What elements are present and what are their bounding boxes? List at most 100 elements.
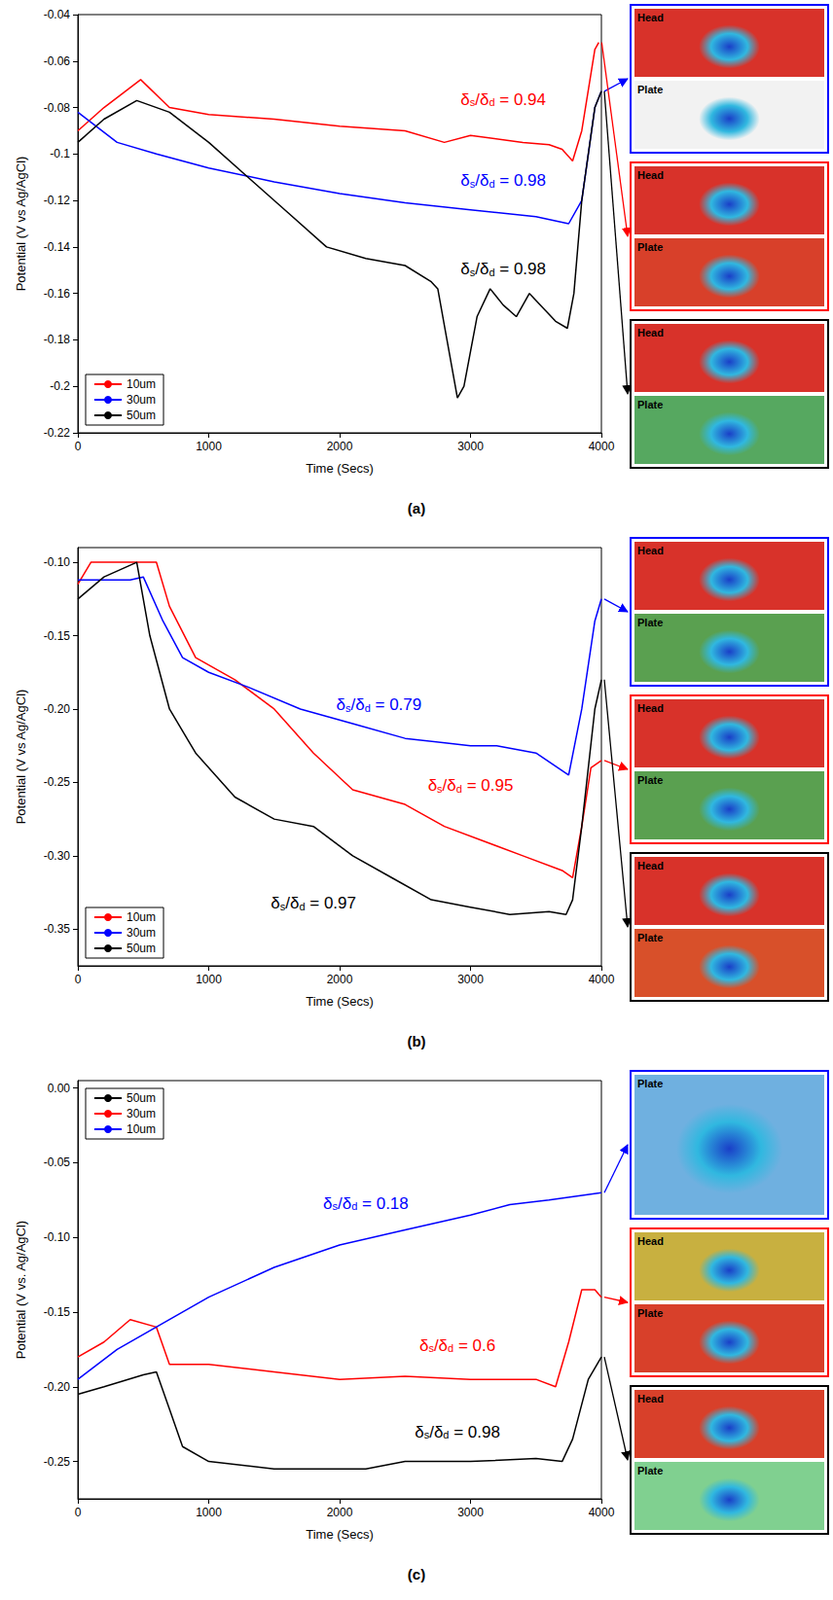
svg-text:/δ: /δ: [474, 259, 489, 279]
svg-text:/δ: /δ: [442, 776, 457, 796]
svg-text:10um: 10um: [126, 910, 156, 925]
svg-text:-0.10: -0.10: [43, 555, 72, 570]
svg-text:10um: 10um: [126, 377, 156, 392]
svg-text:/δ: /δ: [434, 1337, 448, 1356]
svg-text:4000: 4000: [588, 1506, 616, 1521]
svg-text:s: s: [469, 96, 476, 109]
svg-text:δ: δ: [428, 776, 437, 796]
svg-text:1000: 1000: [195, 973, 222, 987]
svg-text:2000: 2000: [326, 1506, 354, 1521]
svg-text:Potential (V vs Ag/AgCl): Potential (V vs Ag/AgCl): [13, 156, 29, 292]
svg-text:-0.1: -0.1: [49, 146, 71, 161]
svg-text:= 0.6: = 0.6: [453, 1337, 496, 1356]
svg-text:/δ: /δ: [337, 1195, 352, 1214]
svg-text:-0.20: -0.20: [43, 1380, 72, 1395]
svg-text:Plate: Plate: [637, 1465, 663, 1478]
svg-text:-0.20: -0.20: [43, 702, 72, 717]
svg-text:/δ: /δ: [474, 90, 489, 109]
svg-text:/δ: /δ: [429, 1423, 443, 1443]
svg-text:Head: Head: [637, 11, 664, 24]
svg-text:= 0.79: = 0.79: [370, 695, 422, 715]
svg-text:1000: 1000: [195, 1506, 222, 1521]
svg-text:Plate: Plate: [637, 1307, 663, 1320]
svg-text:-0.22: -0.22: [43, 426, 72, 440]
svg-text:= 0.94: = 0.94: [495, 90, 546, 109]
svg-text:2000: 2000: [326, 973, 354, 987]
svg-text:/δ: /δ: [474, 171, 489, 190]
svg-text:50um: 50um: [126, 941, 156, 956]
svg-text:Head: Head: [637, 1235, 664, 1248]
svg-text:/δ: /δ: [350, 695, 364, 715]
svg-text:= 0.97: = 0.97: [304, 894, 356, 913]
svg-text:= 0.18: = 0.18: [357, 1195, 408, 1214]
svg-text:Time (Secs): Time (Secs): [305, 1527, 374, 1543]
svg-text:Plate: Plate: [637, 241, 663, 254]
svg-text:1000: 1000: [195, 439, 222, 454]
svg-text:-0.30: -0.30: [43, 849, 72, 864]
svg-text:0: 0: [74, 1506, 82, 1521]
svg-text:3000: 3000: [457, 973, 484, 987]
svg-text:0: 0: [74, 439, 82, 454]
svg-text:2000: 2000: [326, 439, 354, 454]
svg-text:Head: Head: [637, 1393, 664, 1406]
svg-text:Plate: Plate: [637, 616, 663, 629]
svg-text:Head: Head: [637, 702, 664, 715]
svg-text:-0.18: -0.18: [43, 332, 72, 347]
svg-text:-0.15: -0.15: [43, 629, 72, 644]
svg-text:30um: 30um: [126, 1107, 156, 1122]
svg-text:50um: 50um: [126, 408, 156, 423]
svg-text:3000: 3000: [457, 1506, 484, 1521]
svg-text:δ: δ: [414, 1423, 424, 1443]
svg-text:-0.2: -0.2: [49, 379, 71, 394]
svg-text:0.00: 0.00: [47, 1082, 72, 1096]
svg-text:30um: 30um: [126, 393, 156, 407]
svg-text:= 0.98: = 0.98: [448, 1423, 500, 1443]
svg-text:Plate: Plate: [637, 774, 663, 787]
svg-text:-0.05: -0.05: [43, 1156, 72, 1170]
svg-text:Head: Head: [637, 326, 664, 339]
svg-text:Head: Head: [637, 860, 664, 872]
svg-text:30um: 30um: [126, 926, 156, 941]
svg-text:Plate: Plate: [637, 1078, 663, 1090]
svg-text:-0.06: -0.06: [43, 54, 72, 69]
svg-text:Time (Secs): Time (Secs): [305, 994, 374, 1010]
svg-text:Plate: Plate: [637, 83, 663, 96]
svg-text:= 0.98: = 0.98: [495, 259, 546, 279]
svg-text:-0.04: -0.04: [43, 7, 72, 22]
svg-text:δ: δ: [460, 90, 470, 109]
svg-text:-0.08: -0.08: [43, 101, 72, 115]
svg-text:(a): (a): [407, 500, 426, 517]
svg-text:δ: δ: [419, 1337, 429, 1356]
svg-text:10um: 10um: [126, 1122, 156, 1137]
svg-text:(b): (b): [406, 1033, 426, 1051]
svg-text:-0.25: -0.25: [43, 1455, 72, 1470]
svg-text:Plate: Plate: [637, 932, 663, 944]
svg-text:δ: δ: [460, 171, 470, 190]
svg-text:Head: Head: [637, 544, 664, 557]
svg-text:= 0.95: = 0.95: [462, 776, 513, 796]
svg-text:-0.15: -0.15: [43, 1305, 72, 1320]
svg-text:50um: 50um: [126, 1091, 156, 1106]
svg-text:Potential (V vs Ag/AgCl): Potential (V vs Ag/AgCl): [13, 689, 29, 826]
svg-text:Plate: Plate: [637, 398, 663, 411]
svg-text:3000: 3000: [457, 439, 484, 454]
svg-text:-0.14: -0.14: [43, 240, 72, 254]
svg-text:= 0.98: = 0.98: [495, 171, 546, 190]
svg-text:δ: δ: [335, 695, 345, 715]
svg-text:0: 0: [74, 973, 82, 987]
svg-text:4000: 4000: [588, 973, 616, 987]
svg-text:Head: Head: [637, 169, 664, 182]
svg-text:Potential (V vs. Ag/AgCl): Potential (V vs. Ag/AgCl): [13, 1221, 29, 1360]
svg-text:δ: δ: [323, 1195, 332, 1214]
svg-text:-0.12: -0.12: [43, 193, 72, 208]
svg-text:-0.10: -0.10: [43, 1231, 72, 1245]
svg-text:-0.25: -0.25: [43, 775, 72, 790]
svg-text:4000: 4000: [588, 439, 616, 454]
svg-text:δ: δ: [460, 259, 470, 279]
svg-text:-0.35: -0.35: [43, 922, 72, 937]
svg-text:Time (Secs): Time (Secs): [305, 461, 374, 476]
svg-text:-0.16: -0.16: [43, 287, 72, 301]
svg-text:/δ: /δ: [285, 894, 299, 913]
svg-text:(c): (c): [407, 1566, 426, 1584]
svg-text:δ: δ: [270, 894, 280, 913]
